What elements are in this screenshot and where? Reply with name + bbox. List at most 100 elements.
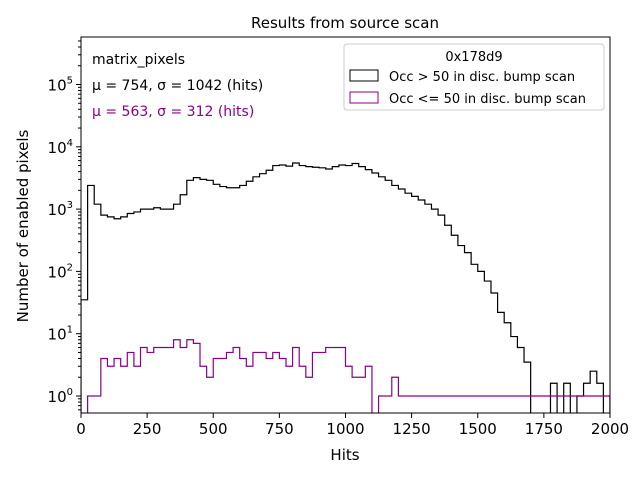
histogram-bin — [603, 396, 610, 413]
histogram-bin — [524, 396, 531, 413]
histogram-bin — [418, 200, 425, 413]
histogram-bin — [180, 348, 187, 413]
histogram-bin — [94, 396, 101, 413]
histogram-bin — [121, 366, 128, 413]
histogram-bin — [266, 358, 273, 413]
histogram-bin — [517, 396, 524, 413]
histogram-bin — [418, 396, 425, 413]
y-tick-label: 103 — [48, 200, 73, 219]
histogram-bin — [412, 196, 419, 413]
histogram-bin — [379, 396, 386, 413]
histogram-bin — [584, 396, 591, 413]
histogram-bin — [352, 163, 359, 413]
histogram-bin — [372, 173, 379, 413]
histogram-bin — [577, 396, 584, 413]
x-tick-label: 1000 — [326, 420, 364, 438]
histogram-bin — [623, 383, 630, 413]
histogram-bin — [88, 185, 95, 413]
x-tick-label: 1250 — [393, 420, 431, 438]
plot-frame — [80, 36, 611, 414]
histogram-bin — [306, 377, 313, 413]
histogram-bin — [630, 396, 637, 413]
histogram-bin — [398, 396, 405, 413]
histogram-bin — [299, 366, 306, 413]
histogram-bin — [240, 358, 247, 413]
histogram-bin — [385, 180, 392, 413]
legend-label-black: Occ > 50 in disc. bump scan — [389, 70, 575, 85]
y-tick-label: 102 — [48, 262, 73, 281]
histogram-bin — [246, 366, 253, 413]
histogram-bin — [544, 396, 551, 413]
histogram-bin — [187, 340, 194, 413]
histogram-bin — [326, 348, 333, 413]
histogram-bin — [306, 167, 313, 413]
histogram-bin — [491, 396, 498, 413]
y-tick-label: 105 — [48, 76, 73, 95]
histogram-bin — [425, 396, 432, 413]
histogram-bin — [114, 358, 121, 413]
plot-area — [81, 162, 640, 413]
histogram-bin — [445, 396, 452, 413]
histogram-bin — [617, 383, 624, 413]
histogram-bin — [279, 358, 286, 413]
histogram-bin — [81, 300, 88, 413]
histogram-bin — [398, 189, 405, 413]
histogram-bin — [425, 204, 432, 413]
histogram-bin — [431, 396, 438, 413]
histogram-bin — [405, 396, 412, 413]
histogram-bin — [438, 215, 445, 413]
histogram-bin — [590, 396, 597, 413]
histogram-bin — [531, 396, 538, 413]
histogram-bin — [597, 396, 604, 413]
annotation-stats-black: μ = 754, σ = 1042 (hits) — [92, 78, 263, 94]
x-tick-label: 1500 — [459, 420, 497, 438]
histogram-bin — [550, 396, 557, 413]
y-tick-label: 100 — [48, 387, 73, 406]
histogram-bin — [451, 396, 458, 413]
histogram-bin — [537, 396, 544, 413]
histogram-bin — [498, 396, 505, 413]
histogram-bin — [438, 396, 445, 413]
histogram-bin — [346, 366, 353, 413]
histogram-bin — [253, 352, 260, 413]
histogram-bin — [458, 396, 465, 413]
histogram-outline-occ-gt-50 — [81, 162, 610, 413]
histogram-bin — [365, 366, 372, 413]
legend-box — [343, 43, 605, 111]
histogram-bin — [564, 396, 571, 413]
y-tick-label: 101 — [48, 325, 73, 344]
histogram-bin — [332, 348, 339, 413]
histogram-bin — [478, 271, 485, 413]
histogram-bin — [471, 396, 478, 413]
legend-swatch-black — [349, 69, 379, 82]
histogram-bin — [465, 396, 472, 413]
histogram-bin — [193, 343, 200, 413]
y-axis: 100 101 102 103 104 105 — [48, 40, 81, 411]
histogram-bin — [88, 396, 95, 413]
histogram-bin — [484, 281, 491, 413]
histogram-bin — [174, 340, 181, 413]
x-tick-label: 250 — [133, 420, 162, 438]
histogram-bin — [213, 358, 220, 413]
series-occ-le-50 — [87, 339, 610, 413]
legend-label-purple: Occ <= 50 in disc. bump scan — [389, 92, 586, 107]
histogram-bin — [451, 235, 458, 413]
y-axis-label: Number of enabled pixels — [14, 129, 32, 322]
histogram-bin — [127, 352, 134, 413]
annotation-stats-purple: μ = 563, σ = 312 (hits) — [92, 104, 254, 120]
histogram-bin — [445, 225, 452, 413]
x-tick-label: 0 — [76, 420, 86, 438]
annotation-name: matrix_pixels — [92, 52, 185, 68]
y-tick-label: 104 — [48, 138, 73, 157]
histogram-bin — [147, 352, 154, 413]
histogram-bin — [339, 348, 346, 413]
histogram-bin — [154, 348, 161, 413]
histogram-bin — [319, 352, 326, 413]
histogram-bin — [636, 383, 640, 413]
x-tick-label: 1750 — [525, 420, 563, 438]
histogram-bin — [610, 396, 617, 413]
histogram-bin — [352, 377, 359, 413]
legend: 0x178d9 Occ > 50 in disc. bump scan Occ … — [343, 43, 605, 111]
histogram-bin — [200, 366, 207, 413]
